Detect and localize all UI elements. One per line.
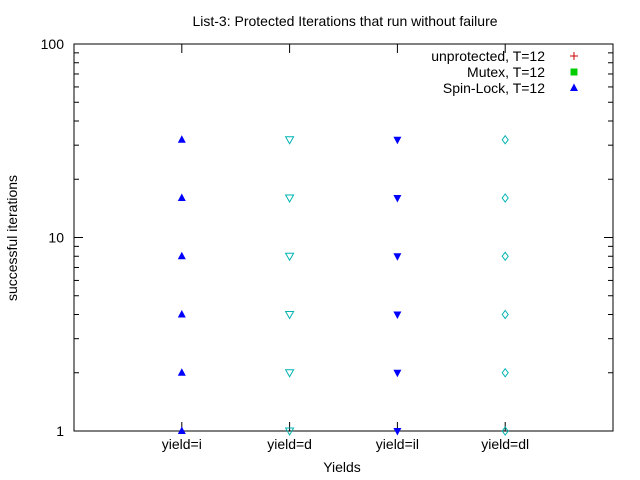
- data-point: [177, 193, 186, 202]
- plot-area: [73, 43, 614, 432]
- data-point: [393, 369, 402, 378]
- data-point: [501, 426, 509, 436]
- y-tick-label: 1: [56, 423, 64, 439]
- plot-frame: [73, 43, 614, 432]
- legend-label: Spin-Lock, T=12: [443, 80, 545, 96]
- legend-marker: [570, 83, 578, 91]
- data-points: [177, 134, 509, 437]
- chart-title: List-3: Protected Iterations that run wi…: [192, 13, 497, 29]
- legend-marker: [570, 52, 578, 60]
- data-point: [393, 136, 402, 145]
- x-tick-label: yield=d: [267, 436, 312, 452]
- x-tick-label: yield=il: [376, 436, 419, 452]
- data-point: [501, 134, 509, 145]
- data-point: [284, 252, 295, 262]
- y-axis-label: successful iterations: [4, 175, 20, 301]
- data-point: [501, 309, 509, 320]
- y-tick-label: 10: [48, 230, 64, 246]
- data-point: [501, 251, 509, 262]
- data-point: [177, 251, 186, 260]
- x-axis-label: Yields: [323, 459, 361, 475]
- y-tick-label: 100: [41, 36, 65, 52]
- legend-label: unprotected, T=12: [431, 48, 545, 64]
- data-point: [393, 253, 402, 261]
- data-point: [284, 311, 295, 320]
- data-point: [177, 310, 186, 318]
- data-point: [393, 195, 402, 203]
- data-point: [393, 428, 402, 436]
- data-point: [284, 194, 295, 204]
- data-point: [284, 136, 295, 145]
- data-point: [284, 427, 295, 437]
- axes: 1 10 100 yield=i yield=d yield=il yield=dl: [41, 36, 613, 452]
- legend-marker: [570, 68, 578, 76]
- data-point: [501, 193, 509, 203]
- data-point: [393, 311, 402, 320]
- data-point: [284, 369, 295, 378]
- data-point: [501, 367, 509, 378]
- legend-label: Mutex, T=12: [467, 64, 545, 80]
- data-point: [177, 135, 186, 143]
- data-point: [177, 426, 186, 434]
- data-point: [177, 368, 186, 376]
- x-tick-label: yield=i: [162, 436, 202, 452]
- x-tick-label: yield=dl: [481, 436, 529, 452]
